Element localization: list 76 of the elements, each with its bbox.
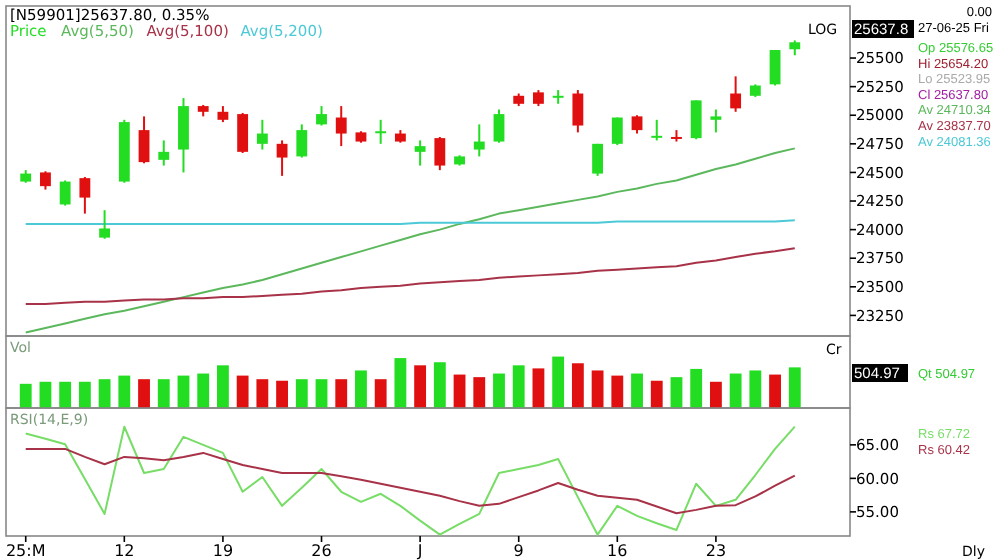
bar bbox=[78, 381, 91, 408]
bar bbox=[631, 373, 643, 408]
candlestick bbox=[651, 118, 663, 142]
bar bbox=[611, 375, 624, 408]
line-series bbox=[24, 247, 796, 305]
candlestick bbox=[59, 179, 71, 207]
bar bbox=[118, 375, 131, 408]
candlestick bbox=[256, 118, 268, 151]
x-tick-label: 12 bbox=[114, 542, 135, 560]
bar bbox=[769, 374, 781, 408]
bar bbox=[276, 380, 288, 408]
bar bbox=[374, 379, 387, 408]
x-tick-label: 19 bbox=[212, 542, 234, 560]
bar bbox=[433, 362, 446, 408]
bar bbox=[650, 380, 663, 408]
x-tick-label: 25:M bbox=[5, 542, 46, 560]
x-tick-label: 23 bbox=[705, 542, 727, 560]
candlestick bbox=[138, 115, 150, 165]
candlestick bbox=[710, 108, 722, 134]
x-tick-label: 9 bbox=[513, 542, 524, 560]
bar bbox=[217, 365, 229, 408]
candlestick bbox=[611, 116, 623, 146]
candlestick bbox=[316, 105, 327, 127]
bar bbox=[236, 375, 249, 408]
bar bbox=[98, 379, 111, 408]
bar bbox=[138, 379, 150, 408]
candlestick bbox=[434, 135, 446, 172]
bar bbox=[552, 356, 565, 408]
candlestick bbox=[99, 209, 111, 240]
bar bbox=[355, 370, 367, 408]
candlestick bbox=[237, 111, 249, 154]
bar bbox=[493, 373, 505, 408]
candlestick bbox=[690, 99, 702, 141]
bar bbox=[788, 367, 801, 408]
candlestick bbox=[631, 114, 643, 135]
candlestick bbox=[473, 123, 485, 158]
candlestick bbox=[296, 123, 308, 159]
candlestick bbox=[730, 75, 742, 113]
candlestick bbox=[40, 170, 51, 191]
bar bbox=[670, 377, 683, 408]
candlestick bbox=[414, 139, 426, 167]
bar bbox=[315, 379, 328, 408]
candlestick bbox=[178, 97, 189, 174]
line-series bbox=[24, 447, 796, 515]
bar bbox=[729, 373, 742, 408]
x-tick-label: J bbox=[415, 542, 423, 560]
bar bbox=[571, 363, 584, 408]
bar bbox=[414, 365, 427, 408]
candlestick bbox=[335, 105, 347, 148]
candlestick bbox=[769, 49, 781, 87]
bar bbox=[690, 368, 703, 408]
line-series bbox=[24, 147, 796, 334]
candlestick bbox=[592, 142, 604, 177]
bar bbox=[335, 379, 348, 408]
x-tick-label: 26 bbox=[311, 542, 332, 560]
bar bbox=[532, 368, 545, 408]
candlestick bbox=[276, 139, 288, 177]
bar bbox=[197, 373, 210, 408]
candlestick bbox=[375, 118, 387, 145]
bar bbox=[256, 379, 269, 408]
bar bbox=[512, 365, 525, 408]
bar bbox=[157, 379, 170, 408]
candlestick bbox=[493, 108, 505, 144]
bar bbox=[19, 383, 32, 408]
x-tick-label: 16 bbox=[607, 542, 628, 560]
bar bbox=[473, 377, 486, 408]
bar bbox=[295, 379, 308, 408]
bar bbox=[394, 358, 407, 408]
candlestick bbox=[572, 89, 584, 134]
bar bbox=[709, 381, 722, 408]
line-series bbox=[24, 425, 796, 536]
candlestick bbox=[158, 139, 170, 167]
bar bbox=[591, 370, 604, 408]
bar bbox=[749, 370, 762, 408]
candlestick bbox=[79, 176, 91, 215]
bar bbox=[59, 381, 72, 408]
